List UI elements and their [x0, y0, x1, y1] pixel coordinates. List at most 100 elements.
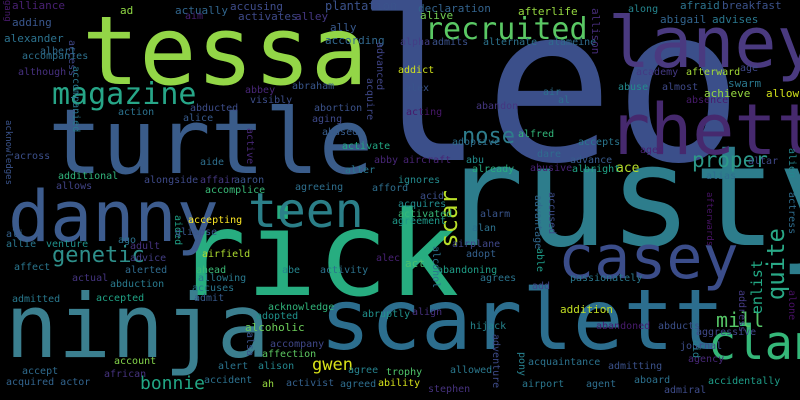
cloud-word: afford: [372, 183, 409, 194]
cloud-word: alec: [376, 253, 401, 264]
cloud-word: alsa: [244, 332, 255, 357]
cloud-word: agrees: [480, 273, 517, 284]
cloud-word: along: [628, 4, 659, 15]
cloud-word: acquires: [398, 199, 447, 210]
cloud-word: aggressive: [696, 327, 757, 338]
cloud-word: accuses: [192, 283, 235, 294]
cloud-word: adventure: [490, 334, 501, 389]
cloud-word: gwen: [312, 355, 353, 375]
cloud-word: adding: [12, 16, 52, 29]
cloud-word: academy: [636, 67, 679, 78]
cloud-word: ability: [378, 378, 421, 389]
cloud-word: altar: [748, 156, 779, 167]
cloud-word: access: [66, 40, 77, 77]
cloud-word: activate: [342, 141, 391, 152]
cloud-word: magazine: [52, 77, 197, 112]
cloud-word: acquire: [364, 78, 375, 121]
cloud-word: allison: [589, 8, 602, 55]
cloud-word: al: [558, 95, 571, 106]
cloud-word: trophy: [386, 367, 423, 378]
cloud-word: abe: [282, 265, 301, 276]
cloud-word: advises: [712, 13, 759, 26]
cloud-word: aboard: [634, 375, 671, 386]
cloud-word: acquaintance: [528, 357, 601, 368]
cloud-word: airfield: [202, 249, 251, 260]
cloud-word: already: [472, 164, 515, 175]
cloud-word: swarm: [728, 77, 762, 90]
cloud-word: hijack: [470, 321, 507, 332]
cloud-word: clan: [708, 316, 800, 371]
cloud-word: abigail: [660, 13, 707, 26]
cloud-word: tessa: [82, 0, 368, 107]
cloud-word: acquired actor: [6, 377, 91, 388]
cloud-word: alert: [218, 361, 249, 372]
cloud-word: air: [543, 87, 562, 98]
cloud-word: alan: [472, 223, 497, 234]
cloud-word: age: [740, 63, 759, 74]
cloud-word: align: [412, 307, 443, 318]
cloud-word: abducted: [190, 103, 239, 114]
cloud-word: abruptly: [362, 309, 411, 320]
cloud-word: laney: [608, 2, 800, 84]
cloud-word: act: [405, 257, 425, 270]
cloud-word: aim: [185, 11, 204, 22]
cloud-word: active: [244, 128, 255, 165]
cloud-word: across: [14, 151, 51, 162]
cloud-word: accusing: [230, 0, 283, 13]
cloud-word: action: [118, 107, 155, 118]
cloud-word: adopt: [466, 249, 497, 260]
cloud-word: alfred: [518, 129, 555, 140]
cloud-word: able: [534, 248, 545, 273]
cloud-word: acid: [420, 191, 445, 202]
cloud-word: agreement: [392, 216, 447, 227]
cloud-word: ago: [118, 235, 137, 246]
cloud-word: alarm: [480, 209, 511, 220]
cloud-word: alex: [405, 83, 430, 94]
cloud-word: admiral: [664, 385, 707, 396]
cloud-word: affair: [200, 175, 237, 186]
cloud-word: nose: [462, 124, 515, 149]
cloud-word: accident: [204, 375, 253, 386]
cloud-word: agent: [586, 379, 617, 390]
cloud-word: admitting: [608, 361, 663, 372]
cloud-word: according: [325, 34, 385, 47]
cloud-word: gang: [2, 0, 12, 22]
cloud-word: accidentally: [708, 376, 781, 387]
cloud-word: accompany: [270, 339, 325, 350]
cloud-word: alone: [786, 290, 797, 321]
cloud-word: declaration: [418, 2, 491, 15]
cloud-word: admit: [194, 293, 225, 304]
cloud-word: plantation: [325, 0, 398, 13]
cloud-word: aged: [640, 145, 665, 156]
cloud-word: aided: [172, 215, 183, 246]
cloud-word: aide: [200, 157, 225, 168]
cloud-word: advice: [130, 253, 167, 264]
cloud-word: pony: [516, 352, 527, 377]
cloud-word: aircraft: [403, 155, 452, 166]
cloud-word: accompanies: [22, 51, 89, 62]
cloud-word: adopted: [256, 311, 299, 322]
cloud-word: alcohol: [430, 246, 441, 289]
cloud-word: abusive: [530, 163, 573, 174]
cloud-word: proper: [692, 148, 768, 172]
cloud-word: abu: [466, 155, 485, 166]
cloud-word: acting: [406, 107, 443, 118]
cloud-word: alternate: [483, 37, 538, 48]
cloud-word: ad: [120, 4, 134, 17]
cloud-word: albert: [40, 46, 77, 57]
cloud-word: rhett: [608, 89, 800, 171]
cloud-word: teen: [248, 183, 364, 239]
cloud-word: adult: [130, 241, 161, 252]
cloud-word: abandoned: [596, 321, 651, 332]
cloud-word: abducts: [658, 321, 701, 332]
cloud-word: absence: [686, 95, 729, 106]
cloud-word: turtle: [48, 90, 374, 195]
cloud-word: accompanied: [70, 66, 81, 133]
cloud-word: accepting: [188, 215, 243, 226]
cloud-word: achieve: [704, 87, 751, 100]
cloud-word: accepts: [578, 137, 621, 148]
cloud-word: actress: [786, 192, 797, 235]
cloud-word: afterward: [686, 67, 741, 78]
cloud-word: aaron: [234, 175, 265, 186]
cloud-word: ace: [616, 161, 640, 176]
